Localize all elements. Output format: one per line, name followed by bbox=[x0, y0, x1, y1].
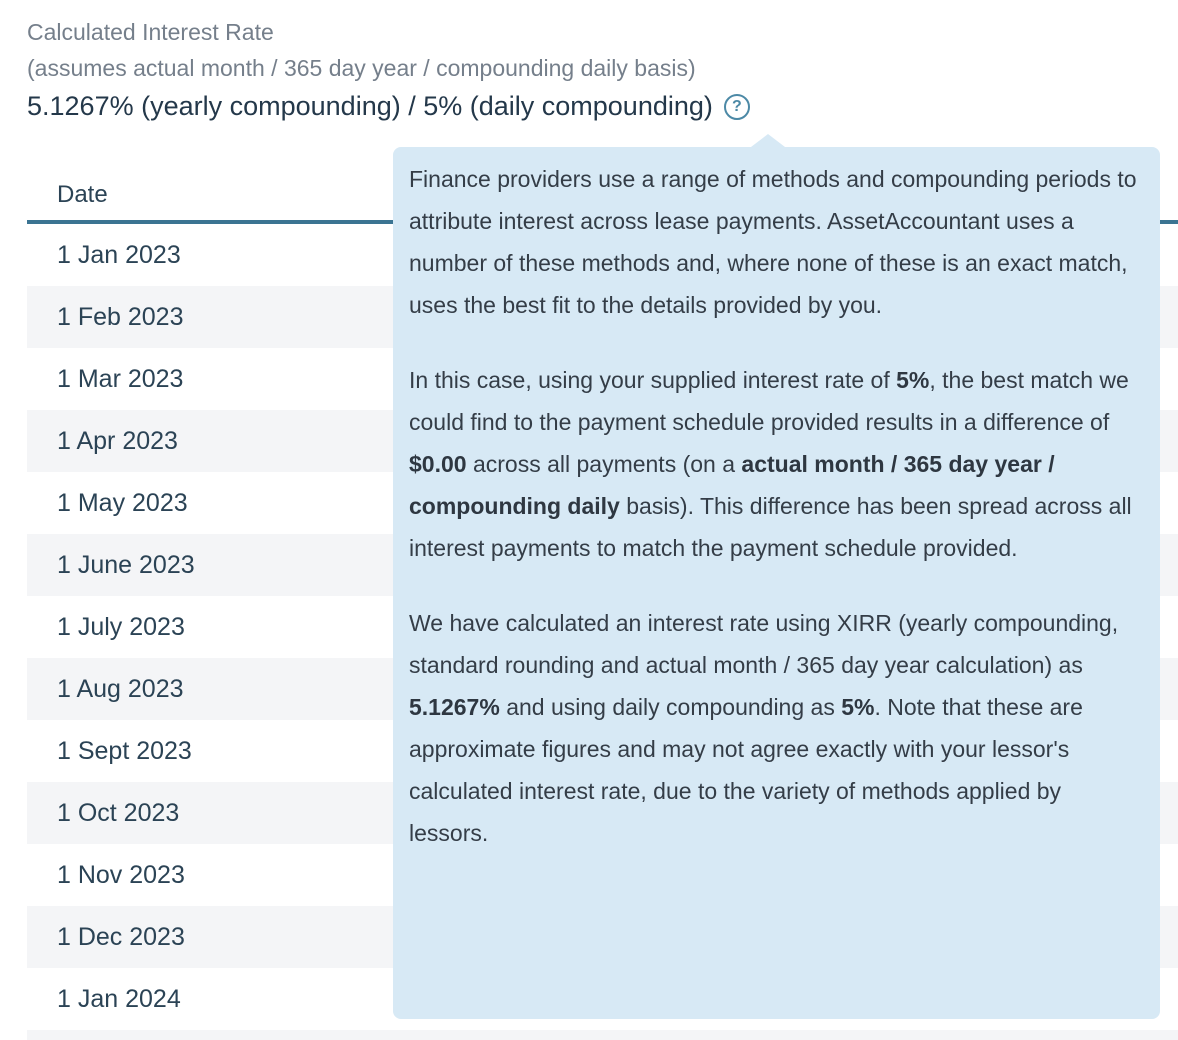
page-subtitle: (assumes actual month / 365 day year / c… bbox=[27, 55, 696, 81]
tooltip-text: In this case, using your supplied intere… bbox=[409, 367, 897, 393]
tooltip-paragraph: In this case, using your supplied intere… bbox=[409, 359, 1144, 569]
table-row-partial bbox=[27, 1030, 1178, 1040]
tooltip-text: We have calculated an interest rate usin… bbox=[409, 610, 1119, 678]
tooltip-text: , the best match we could find to the pa… bbox=[409, 367, 1129, 435]
tooltip-text: basis). This difference has been spread … bbox=[409, 493, 1132, 561]
table-row: 1 Jan 2024 bbox=[57, 985, 181, 1013]
page-title: Calculated Interest Rate bbox=[27, 19, 274, 45]
tooltip-text: across all payments (on a bbox=[466, 451, 742, 477]
table-row: 1 Mar 2023 bbox=[57, 365, 184, 393]
tooltip-bold-text: actual month / 365 day year / compoundin… bbox=[409, 451, 1055, 519]
table-row: 1 Sept 2023 bbox=[57, 737, 192, 765]
tooltip-paragraph: We have calculated an interest rate usin… bbox=[409, 602, 1144, 854]
rate-summary-text: 5.1267% (yearly compounding) / 5% (daily… bbox=[27, 91, 713, 121]
tooltip-arrow-icon bbox=[751, 134, 785, 147]
tooltip-bold-text: 5% bbox=[841, 694, 875, 720]
table-row: 1 Nov 2023 bbox=[57, 861, 185, 889]
tooltip-bold-text: $0.00 bbox=[409, 451, 467, 477]
tooltip-text: and using daily compounding as bbox=[499, 694, 842, 720]
table-row: 1 July 2023 bbox=[57, 613, 185, 641]
table-row: 1 May 2023 bbox=[57, 489, 188, 517]
tooltip-body: Finance providers use a range of methods… bbox=[409, 158, 1144, 854]
tooltip-paragraph: Finance providers use a range of methods… bbox=[409, 158, 1144, 326]
tooltip-text: . Note that these are approximate figure… bbox=[409, 694, 1083, 846]
column-header-date: Date bbox=[57, 181, 108, 208]
help-question-icon[interactable]: ? bbox=[723, 93, 750, 120]
interest-rate-tooltip: Finance providers use a range of methods… bbox=[393, 134, 1160, 1019]
table-row: 1 Jan 2023 bbox=[57, 241, 181, 269]
tooltip-bold-text: 5.1267% bbox=[409, 694, 500, 720]
rate-summary-row: 5.1267% (yearly compounding) / 5% (daily… bbox=[27, 91, 750, 122]
tooltip-text: Finance providers use a range of methods… bbox=[409, 166, 1137, 318]
tooltip-bold-text: 5% bbox=[896, 367, 930, 393]
